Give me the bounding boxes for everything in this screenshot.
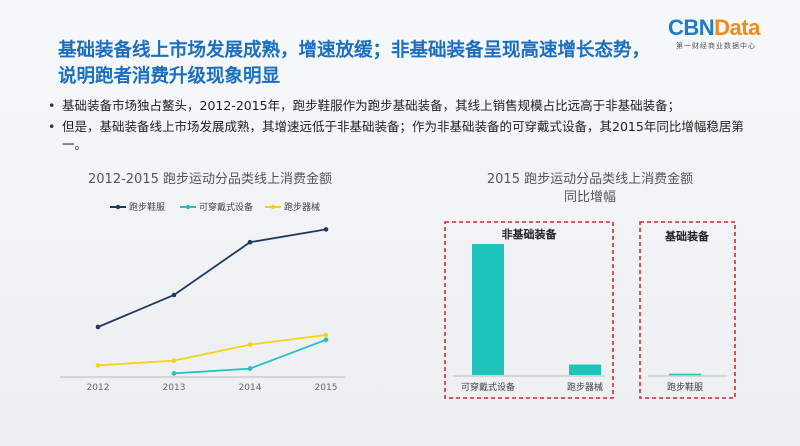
- x-tick-label-2014: 2014: [239, 383, 262, 393]
- x-tick-label-2013: 2013: [163, 383, 186, 393]
- series-line-2: [97, 334, 327, 367]
- legend-label-1: 可穿戴式设备: [199, 201, 253, 213]
- line-chart-title: 2012-2015 跑步运动分品类线上消费金额: [88, 172, 332, 187]
- legend-marker-1: [185, 204, 191, 210]
- logo-brand-a: CBN: [668, 15, 715, 40]
- bar-group-box-1: [639, 221, 736, 399]
- bar-label-跑步鞋服: 跑步鞋服: [667, 381, 703, 393]
- point-s1-2015: [323, 337, 329, 343]
- point-s2-2013: [171, 358, 177, 363]
- series-line-0: [97, 228, 327, 328]
- point-s1-2013: [171, 371, 177, 376]
- legend-label-0: 跑步鞋服: [129, 201, 165, 213]
- point-s0-2013: [171, 292, 177, 298]
- bullet-item-2: 但是，基础装备线上市场发展成熟，其增速远低于非基础装备；作为非基础装备的可穿戴式…: [48, 118, 768, 154]
- bar-group-label-1: 基础装备: [664, 229, 710, 243]
- bar-可穿戴式设备: [472, 244, 504, 375]
- logo-subtitle: 第一财经商业数据中心: [676, 42, 756, 50]
- point-s0-2012: [95, 324, 101, 330]
- x-tick-label-2015: 2015: [315, 383, 338, 393]
- bar-label-可穿戴式设备: 可穿戴式设备: [461, 381, 515, 393]
- legend-marker-0: [115, 204, 121, 210]
- point-s2-2014: [247, 342, 253, 347]
- page-title: 基础装备线上市场发展成熟，增速放缓；非基础装备呈现高速增长态势，说明跑者消费升级…: [58, 40, 651, 87]
- legend-label-2: 跑步器械: [284, 201, 320, 213]
- x-tick-label-2012: 2012: [87, 383, 110, 393]
- point-s2-2015: [323, 332, 329, 338]
- bar-label-跑步器械: 跑步器械: [567, 381, 603, 393]
- bar-group-label-0: 非基础装备: [502, 227, 558, 241]
- bar-chart-title-line2: 同比增幅: [563, 190, 616, 205]
- bar-chart-title-line1: 2015 跑步运动分品类线上消费金额: [486, 172, 694, 187]
- bullet-list: 基础装备市场独占鳌头，2012-2015年，跑步鞋服作为跑步基础装备，其线上销售…: [48, 97, 768, 157]
- cbndata-logo: CBNData 第一财经商业数据中心: [668, 16, 788, 51]
- point-s1-2014: [247, 366, 253, 371]
- bullet-item-1: 基础装备市场独占鳌头，2012-2015年，跑步鞋服作为跑步基础装备，其线上销售…: [48, 97, 768, 115]
- legend-marker-2: [270, 204, 276, 210]
- bar-跑步鞋服: [669, 373, 701, 376]
- bar-group-box-0: [444, 221, 614, 399]
- logo-brand-b: Data: [714, 15, 760, 40]
- point-s0-2015: [323, 227, 329, 232]
- point-s0-2014: [247, 239, 253, 245]
- bar-跑步器械: [569, 364, 601, 375]
- bar-chart-title: 2015 跑步运动分品类线上消费金额 同比增幅: [440, 171, 740, 207]
- point-s2-2012: [95, 363, 101, 368]
